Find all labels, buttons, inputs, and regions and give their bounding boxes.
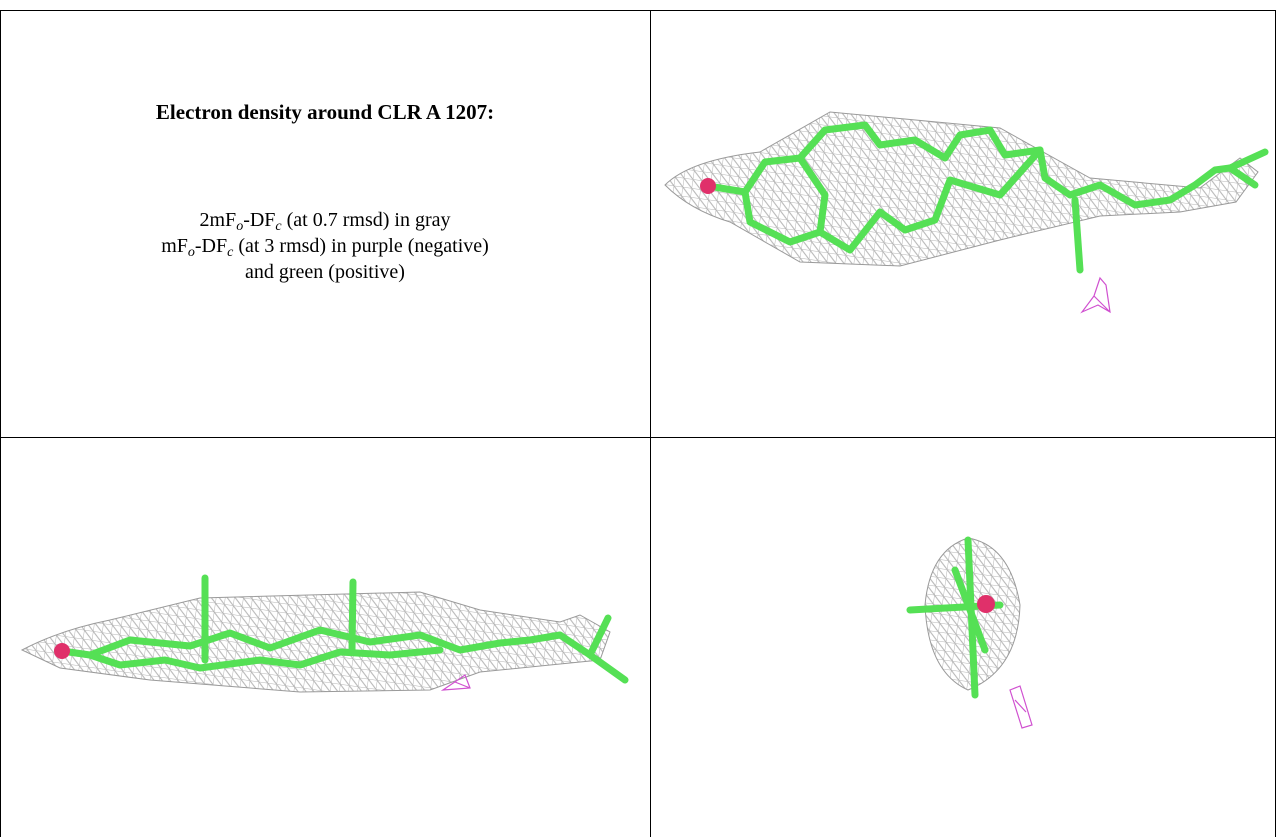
table: Electron density around CLR A 1207: 2mFo…	[0, 0, 1276, 837]
oxygen-atom	[977, 595, 995, 613]
density-view-top	[665, 112, 1265, 312]
oxygen-atom	[700, 178, 716, 194]
negative-density	[1082, 278, 1110, 312]
oxygen-atom	[54, 643, 70, 659]
negative-density	[1010, 686, 1032, 728]
density-view-end	[910, 538, 1032, 728]
molecule-images	[0, 0, 1276, 837]
density-view-side	[22, 578, 625, 692]
bond-stick	[1075, 200, 1080, 270]
bond-stick	[352, 582, 353, 650]
page: Electron density around CLR A 1207: 2mFo…	[0, 0, 1276, 837]
